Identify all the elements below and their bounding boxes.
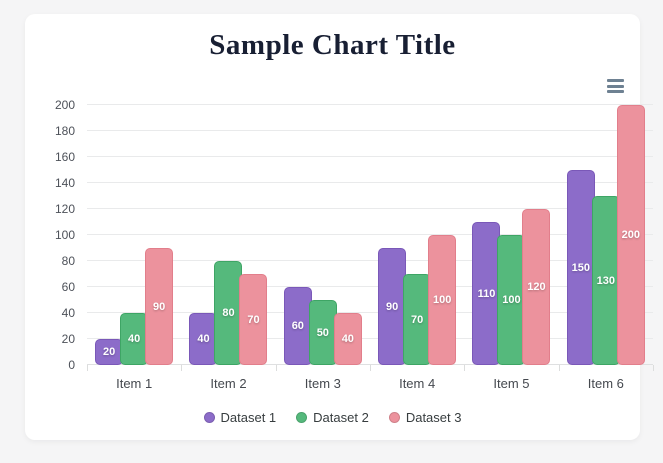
bar-value-label: 40 — [128, 333, 141, 345]
legend-marker-icon — [296, 412, 308, 423]
y-axis-label-80: 80 — [61, 254, 75, 268]
x-axis-tick — [370, 365, 371, 371]
bar-group-item-1: 20 40 90 — [87, 105, 181, 365]
y-axis-label-0: 0 — [68, 358, 75, 372]
bar-value-label: 40 — [341, 333, 354, 345]
bar-dataset-1-item-6: 150 — [566, 170, 595, 365]
bar-dataset-2-item-4: 70 — [403, 274, 432, 365]
bar-group-item-3: 60 50 40 — [276, 105, 370, 365]
bar-groups: 20 40 90 40 80 70 60 50 40 90 70 100 110 100 120 150 130… — [87, 105, 653, 365]
bar-value-label: 80 — [222, 307, 235, 319]
x-axis-tick — [464, 365, 466, 371]
y-axis-label-20: 20 — [61, 332, 75, 346]
bar-dataset-2-item-1: 40 — [120, 313, 149, 365]
plot-area: 20 40 90 40 80 70 60 50 40 90 70 100 110 100 120 150 130… — [87, 104, 653, 365]
legend-item-dataset-1[interactable]: Dataset 1 — [203, 410, 277, 425]
hamburger-menu-line — [607, 84, 624, 88]
bar-dataset-2-item-2: 80 — [214, 261, 243, 365]
bar-value-label: 60 — [291, 320, 304, 332]
legend-label: Dataset 2 — [313, 410, 369, 425]
chart-title: Sample Chart Title — [209, 29, 456, 61]
x-axis-tick — [275, 365, 277, 371]
gridline — [87, 104, 653, 105]
bar-dataset-3-item-1: 90 — [145, 248, 174, 365]
bar-dataset-1-item-1: 20 — [95, 339, 124, 365]
x-axis-label-item-3: Item 3 — [304, 376, 341, 391]
bar-dataset-1-item-2: 40 — [189, 313, 218, 365]
gridline — [87, 338, 653, 339]
bar-dataset-3-item-3: 40 — [333, 313, 362, 365]
bar-value-label: 100 — [432, 294, 452, 306]
bar-group-item-6: 150 130 200 — [559, 105, 653, 365]
bar-value-label: 200 — [621, 229, 640, 241]
x-axis-label-item-1: Item 1 — [116, 376, 153, 391]
bar-dataset-2-item-3: 50 — [308, 300, 337, 365]
bar-value-label: 50 — [316, 326, 329, 339]
y-axis-label-100: 100 — [54, 228, 75, 242]
y-axis-label-140: 140 — [54, 176, 75, 190]
bar-value-label: 90 — [153, 300, 166, 313]
x-axis-tick — [181, 365, 183, 371]
legend-item-dataset-2[interactable]: Dataset 2 — [296, 410, 369, 425]
bar-dataset-3-item-5: 120 — [522, 209, 551, 365]
x-axis-label-item-2: Item 2 — [210, 376, 247, 391]
y-axis: 0 20 40 60 80 100 120 140 160 180 200 — [33, 99, 75, 371]
bar-value-label: 100 — [502, 294, 521, 306]
gridline — [87, 312, 653, 313]
hamburger-menu-line — [607, 90, 624, 93]
bar-group-item-4: 90 70 100 — [370, 105, 464, 365]
gridline — [87, 182, 653, 183]
y-axis-label-160: 160 — [54, 150, 75, 164]
gridline — [87, 156, 653, 157]
y-axis-label-120: 120 — [54, 202, 75, 216]
x-axis: Item 1 Item 2 Item 3 Item 4 Item 5 Item 6 — [87, 376, 653, 391]
gridline — [87, 234, 653, 235]
legend-label: Dataset 1 — [220, 410, 277, 425]
bar-dataset-3-item-4: 100 — [428, 235, 457, 365]
x-axis-tick — [558, 365, 560, 371]
gridline — [87, 364, 653, 365]
bar-dataset-2-item-5: 100 — [497, 235, 526, 365]
x-axis-ticks — [87, 365, 654, 371]
gridline — [87, 286, 653, 287]
hamburger-menu-icon[interactable] — [607, 79, 624, 93]
bar-value-label: 40 — [197, 333, 210, 345]
bar-value-label: 90 — [386, 300, 399, 313]
bar-group-item-2: 40 80 70 — [181, 105, 275, 365]
bar-dataset-2-item-6: 130 — [591, 196, 620, 365]
y-axis-label-200: 200 — [54, 98, 75, 112]
bar-dataset-1-item-3: 60 — [283, 287, 312, 365]
legend-marker-icon — [388, 412, 400, 423]
x-axis-tick — [87, 365, 88, 371]
bar-value-label: 120 — [527, 281, 546, 293]
bar-value-label: 150 — [571, 261, 590, 274]
y-axis-label-180: 180 — [54, 124, 75, 138]
y-axis-label-60: 60 — [61, 280, 75, 294]
y-axis-label-40: 40 — [61, 306, 75, 320]
hamburger-menu-line — [607, 79, 624, 82]
bar-value-label: 130 — [596, 274, 615, 287]
bar-value-label: 20 — [103, 346, 116, 358]
chart-legend: Dataset 1 Dataset 2 Dataset 3 — [25, 410, 640, 425]
bar-dataset-3-item-2: 70 — [239, 274, 268, 365]
gridline — [87, 130, 653, 131]
gridline — [87, 260, 653, 261]
bar-value-label: 110 — [477, 287, 496, 300]
x-axis-label-item-6: Item 6 — [587, 376, 624, 391]
gridline — [87, 208, 653, 209]
bar-group-item-5: 110 100 120 — [464, 105, 558, 365]
x-axis-label-item-5: Item 5 — [493, 376, 530, 391]
bar-dataset-1-item-5: 110 — [472, 222, 501, 365]
x-axis-tick — [653, 365, 654, 371]
bar-value-label: 70 — [247, 313, 260, 326]
bar-value-label: 70 — [411, 313, 424, 326]
bar-dataset-3-item-6: 200 — [616, 105, 645, 365]
x-axis-label-item-4: Item 4 — [399, 376, 436, 391]
legend-marker-icon — [203, 412, 215, 423]
legend-label: Dataset 3 — [405, 410, 462, 425]
bar-dataset-1-item-4: 90 — [378, 248, 407, 365]
chart-card: Sample Chart Title 0 20 40 60 80 100 120 140 160… — [25, 14, 654, 440]
legend-item-dataset-3[interactable]: Dataset 3 — [388, 410, 462, 425]
